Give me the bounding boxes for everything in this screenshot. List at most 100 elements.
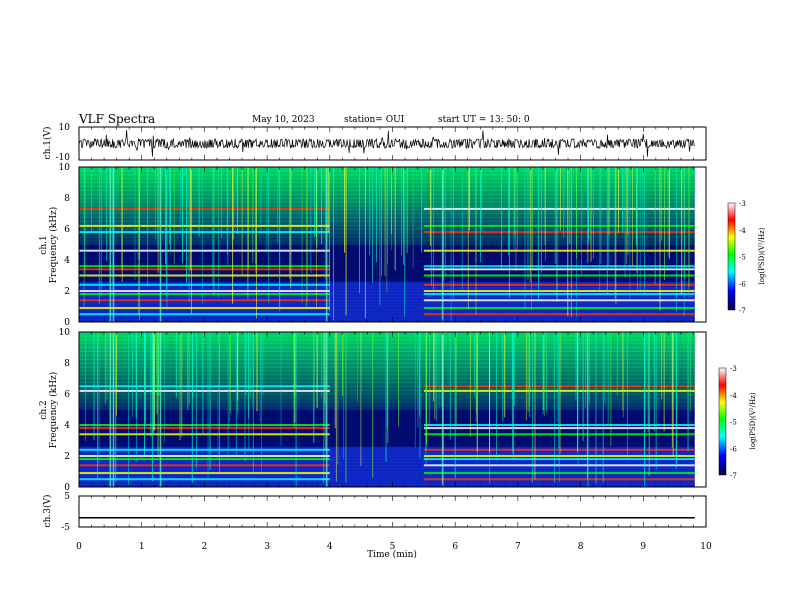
emission-line [79,293,330,296]
noise-band [79,294,695,298]
ch2-colorbar [718,367,727,476]
noise-band [79,449,695,454]
noise-band [79,306,695,311]
emission-line [79,424,330,426]
colorbar-tick-label: -3 [739,200,746,208]
noise-band [79,382,695,387]
emission-line [79,268,330,271]
emission-line [79,307,330,310]
x-tick-label: 0 [76,542,82,552]
emission-line [79,458,330,461]
emission-line [79,389,330,392]
x-tick-label: 5 [390,542,396,552]
emission-line [423,207,695,210]
ch1-waveform [78,129,695,157]
ch2-spectrogram-yticks: 0 2 4 6 8 10 [59,328,71,493]
ch1-spectrogram-yticks: 0 2 4 6 8 10 [59,163,71,328]
emission-line [423,448,695,451]
noise-band [79,363,695,368]
emission-line [423,464,695,467]
noise-band [79,297,695,301]
station-label: station= OUI [344,115,405,125]
noise-band [79,471,695,476]
emission-line [423,307,695,310]
frequency-tick-label: 0 [64,483,70,493]
noise-band [79,452,695,457]
emission-line [79,283,330,286]
noise-band [79,474,695,479]
emission-line [423,299,695,302]
emission-line [423,455,695,457]
colorbar-tick-label: -4 [730,392,737,400]
x-axis-ticks: 0 1 2 3 4 5 6 7 8 9 10 [76,542,712,552]
noise-band [79,291,695,295]
emission-line [423,478,695,481]
noise-band [79,480,695,485]
emission-line [423,290,695,292]
noise-band [79,378,695,383]
emission-line [423,283,695,286]
emission-line [423,249,695,252]
ch1-colorbar-ticks: -3 -4 -5 -6 -7 [739,200,746,315]
emission-line [423,265,695,268]
ch2-channel-label: ch.2 [39,400,49,419]
x-tick-label: 9 [640,542,646,552]
emission-line [423,274,695,277]
emission-line [423,313,695,316]
emission-line [423,224,695,227]
x-tick-label: 10 [700,542,712,552]
noise-band [79,351,695,356]
ch1-ylabel: ch.1(V) [42,127,53,160]
emission-line [79,274,330,277]
emission-line [79,464,330,467]
x-tick-label: 7 [515,542,521,552]
emission-line [79,290,330,292]
noise-band [79,386,695,391]
emission-line [79,478,330,481]
noise-band [79,309,695,314]
noise-band [79,456,695,460]
x-tick-label: 2 [202,542,208,552]
frequency-tick-label: 4 [64,256,70,266]
x-tick-label: 3 [264,542,270,552]
noise-band [79,366,695,372]
frequency-tick-label: 6 [64,390,70,400]
noise-band [79,303,695,307]
noise-band [79,359,695,364]
emission-line [79,448,330,451]
ch1-colorbar [727,202,736,311]
date-label: May 10, 2023 [252,115,315,125]
noise-band [79,312,695,317]
emission-line [79,231,330,234]
x-tick-label: 6 [452,542,458,552]
frequency-tick-label: 10 [59,328,71,338]
colorbar-tick-label: -4 [739,227,746,235]
x-tick-label: 4 [327,542,333,552]
colorbar-tick-label: -5 [730,419,737,427]
noise-band [79,315,695,320]
ch3-ytick-top: 5 [64,492,70,502]
noise-band [79,468,695,472]
noise-band [79,459,695,463]
colorbar-tick-label: -7 [730,472,737,480]
noise-band [79,477,695,482]
noise-band [79,465,695,469]
ch1-spectrogram [78,167,695,323]
noise-band [79,462,695,466]
colorbar-tick-label: -6 [730,445,737,453]
chart-title: VLF Spectra [79,112,156,126]
noise-band [79,390,695,395]
emission-line [79,455,330,457]
noise-band [79,343,695,348]
emission-line [79,299,330,302]
frequency-tick-label: 2 [64,452,70,462]
noise-band [79,483,695,488]
emission-line [79,385,330,388]
emission-line [79,249,330,252]
noise-band [79,401,695,407]
noise-band [79,370,695,376]
emission-line [79,427,330,430]
ch3-ylabel: ch.3(V) [42,495,53,528]
